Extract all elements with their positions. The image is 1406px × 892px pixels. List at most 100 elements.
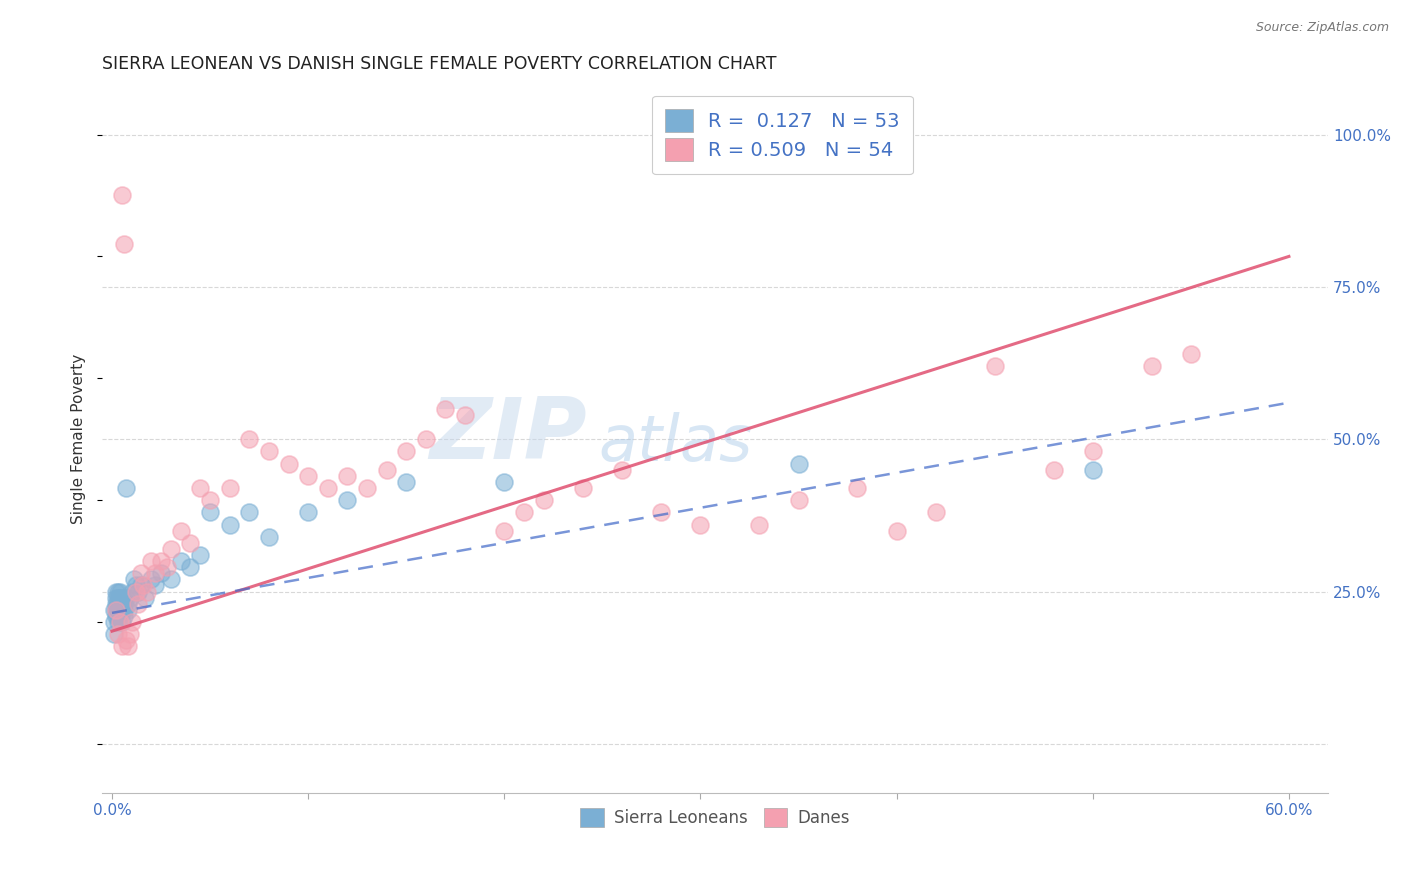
Point [513,505,536,519]
Point [122,573,145,587]
Point [108,615,131,629]
Point [983,359,1005,373]
Point [131,578,153,592]
Point [356,481,378,495]
Point [104,597,127,611]
Point [117,603,139,617]
Point [494,475,516,489]
Point [1140,359,1163,373]
Point [375,463,398,477]
Point [111,597,134,611]
Point [787,493,810,508]
Point [103,615,125,629]
Point [141,554,163,568]
Point [104,591,127,605]
Point [118,627,141,641]
Point [108,603,131,617]
Point [103,603,125,617]
Point [886,524,908,538]
Point [188,481,211,495]
Point [748,517,770,532]
Text: ZIP: ZIP [429,394,586,477]
Point [117,640,139,654]
Point [124,584,146,599]
Point [925,505,948,519]
Point [846,481,869,495]
Point [150,554,173,568]
Point [111,188,134,202]
Point [108,591,131,605]
Point [689,517,711,532]
Point [124,578,146,592]
Point [143,578,166,592]
Point [238,432,260,446]
Point [112,603,135,617]
Point [114,481,136,495]
Point [336,493,359,508]
Legend: Sierra Leoneans, Danes: Sierra Leoneans, Danes [574,801,856,834]
Point [112,609,135,624]
Point [156,560,179,574]
Point [1081,463,1104,477]
Point [454,408,477,422]
Point [107,584,129,599]
Point [111,640,134,654]
Point [533,493,555,508]
Point [107,591,129,605]
Point [415,432,437,446]
Point [121,615,143,629]
Point [1081,444,1104,458]
Point [336,468,359,483]
Y-axis label: Single Female Poverty: Single Female Poverty [72,354,86,524]
Point [107,609,129,624]
Point [571,481,593,495]
Point [238,505,260,519]
Point [107,603,129,617]
Point [134,591,156,605]
Point [132,578,155,592]
Point [111,591,134,605]
Point [104,603,127,617]
Point [1042,463,1064,477]
Point [170,554,193,568]
Point [297,468,319,483]
Point [108,609,131,624]
Point [127,597,149,611]
Point [143,566,166,581]
Point [150,566,173,581]
Point [104,603,127,617]
Point [107,597,129,611]
Point [136,584,159,599]
Point [297,505,319,519]
Point [114,633,136,648]
Point [395,475,418,489]
Point [160,573,183,587]
Text: Source: ZipAtlas.com: Source: ZipAtlas.com [1256,21,1389,35]
Text: atlas: atlas [599,412,754,474]
Point [494,524,516,538]
Point [111,603,134,617]
Point [198,505,221,519]
Point [277,457,299,471]
Point [103,627,125,641]
Point [434,401,457,416]
Point [787,457,810,471]
Point [107,615,129,629]
Point [127,584,149,599]
Point [160,541,183,556]
Point [107,627,129,641]
Point [141,573,163,587]
Point [395,444,418,458]
Point [179,560,201,574]
Point [104,584,127,599]
Point [257,530,280,544]
Point [218,481,240,495]
Point [650,505,672,519]
Point [316,481,339,495]
Text: SIERRA LEONEAN VS DANISH SINGLE FEMALE POVERTY CORRELATION CHART: SIERRA LEONEAN VS DANISH SINGLE FEMALE P… [103,55,776,73]
Point [108,584,131,599]
Point [257,444,280,458]
Point [218,517,240,532]
Point [131,566,153,581]
Point [114,591,136,605]
